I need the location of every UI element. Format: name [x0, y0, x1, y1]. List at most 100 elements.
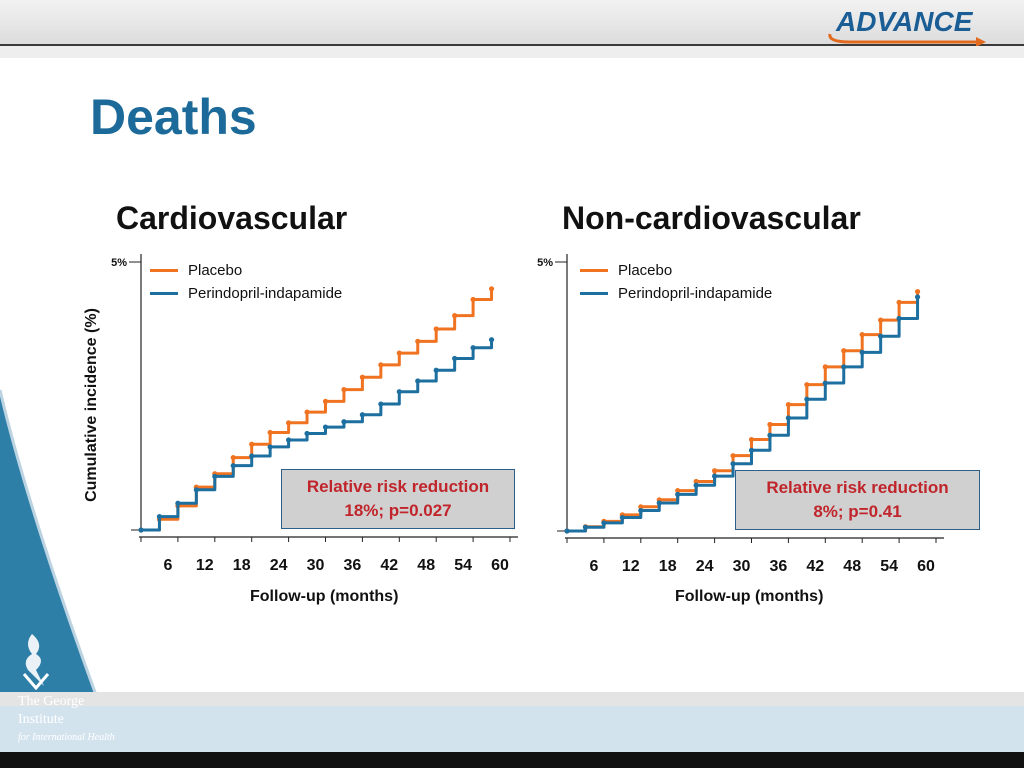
header-rule — [0, 44, 1024, 46]
data-point-placebo — [693, 478, 699, 485]
data-point-active — [470, 345, 476, 351]
data-point-placebo — [230, 455, 236, 461]
data-point-placebo — [878, 317, 884, 323]
data-point-active — [230, 463, 236, 469]
x-tick-label: 36 — [344, 557, 362, 574]
data-point-placebo — [359, 374, 365, 380]
data-point-placebo — [804, 382, 810, 388]
data-point-active — [452, 355, 458, 362]
footer-band-light — [0, 692, 1024, 706]
data-point-placebo — [767, 421, 773, 428]
x-tick-label: 6 — [163, 557, 172, 574]
x-tick-label: 24 — [270, 557, 288, 574]
series-line-placebo — [141, 288, 494, 532]
advance-logo: ADVANCE — [820, 4, 990, 46]
data-point-placebo — [914, 288, 921, 295]
header-bar — [0, 0, 1024, 45]
x-tick-label: 48 — [417, 557, 435, 574]
data-point-active — [712, 473, 718, 479]
data-point-active — [859, 349, 865, 355]
y-tick-label: 5% — [111, 257, 127, 269]
data-point-placebo — [249, 441, 255, 447]
data-point-placebo — [748, 436, 755, 443]
legend-item-active: Perindopril-indapamide — [580, 282, 772, 305]
data-point-placebo — [378, 362, 384, 368]
data-point-placebo — [341, 386, 347, 393]
x-tick-label: 36 — [770, 558, 788, 575]
data-point-placebo — [286, 420, 292, 426]
data-point-active — [914, 294, 921, 300]
data-point-placebo — [675, 488, 681, 494]
institute-name-line1: The George — [18, 694, 85, 709]
institute-name-line3: for International Health — [18, 732, 115, 743]
data-point-active — [156, 514, 163, 520]
rrr-line1: Relative risk reduction — [766, 478, 949, 497]
data-point-placebo — [638, 504, 644, 510]
data-point-active — [249, 453, 255, 459]
data-point-active — [822, 380, 828, 386]
data-point-active — [785, 415, 792, 421]
data-point-active — [730, 461, 736, 467]
data-point-active — [582, 524, 589, 530]
x-tick-label: 42 — [806, 558, 824, 575]
data-point-active — [267, 444, 273, 450]
data-point-active — [415, 378, 421, 384]
institute-emblem-icon — [22, 634, 50, 690]
data-point-active — [212, 473, 218, 479]
legend-label-placebo: Placebo — [188, 262, 243, 279]
data-point-placebo — [896, 299, 902, 305]
data-point-placebo — [822, 364, 828, 370]
x-axis-label-noncardiovascular: Follow-up (months) — [675, 588, 824, 605]
data-point-active — [896, 315, 902, 322]
legend-label-active: Perindopril-indapamide — [618, 285, 773, 302]
data-point-placebo — [267, 429, 273, 436]
data-point-placebo — [396, 350, 402, 356]
legend-swatch-active — [580, 292, 608, 295]
data-point-active — [619, 514, 625, 521]
y-tick-label: 5% — [537, 257, 553, 269]
data-point-active — [638, 507, 644, 514]
data-point-active — [656, 500, 662, 506]
data-point-placebo — [415, 338, 421, 344]
legend-item-placebo: Placebo — [580, 259, 772, 282]
data-point-active — [767, 432, 773, 438]
legend-cardiovascular: Placebo Perindopril-indapamide — [150, 259, 342, 305]
data-point-active — [193, 487, 199, 493]
data-point-placebo — [433, 326, 439, 332]
data-point-active — [378, 401, 384, 407]
data-point-active — [359, 412, 365, 418]
data-point-active — [175, 500, 181, 506]
data-point-active — [396, 389, 402, 395]
data-point-placebo — [322, 398, 329, 404]
legend-swatch-placebo — [150, 269, 178, 272]
x-tick-label: 6 — [589, 558, 598, 575]
data-point-active — [693, 482, 699, 488]
x-tick-label: 60 — [917, 558, 935, 575]
legend-swatch-placebo — [580, 269, 608, 272]
data-point-active — [748, 447, 755, 453]
x-tick-label: 54 — [454, 557, 472, 574]
legend-item-placebo: Placebo — [150, 259, 342, 282]
data-point-active — [138, 527, 144, 533]
footer-band-blue — [0, 706, 1024, 752]
data-point-active — [322, 424, 329, 430]
data-point-active — [286, 437, 292, 443]
x-tick-label: 24 — [696, 558, 714, 575]
chart-title-cardiovascular: Cardiovascular — [116, 200, 348, 236]
rrr-line2: 18%; p=0.027 — [344, 501, 452, 520]
legend-swatch-active — [150, 292, 178, 295]
x-tick-label: 12 — [622, 558, 640, 575]
data-point-active — [304, 430, 310, 437]
rrr-box-cardiovascular: Relative risk reduction 18%; p=0.027 — [281, 469, 515, 529]
x-tick-label: 30 — [307, 557, 325, 574]
legend-label-placebo: Placebo — [618, 262, 673, 279]
x-tick-label: 42 — [380, 557, 398, 574]
data-point-placebo — [859, 332, 865, 338]
page-title: Deaths — [90, 89, 257, 145]
data-point-placebo — [841, 348, 847, 354]
data-point-placebo — [304, 409, 310, 415]
logo-text: ADVANCE — [836, 6, 973, 37]
data-point-active — [804, 396, 810, 402]
header-shade — [0, 46, 1024, 58]
data-point-active — [488, 337, 495, 343]
